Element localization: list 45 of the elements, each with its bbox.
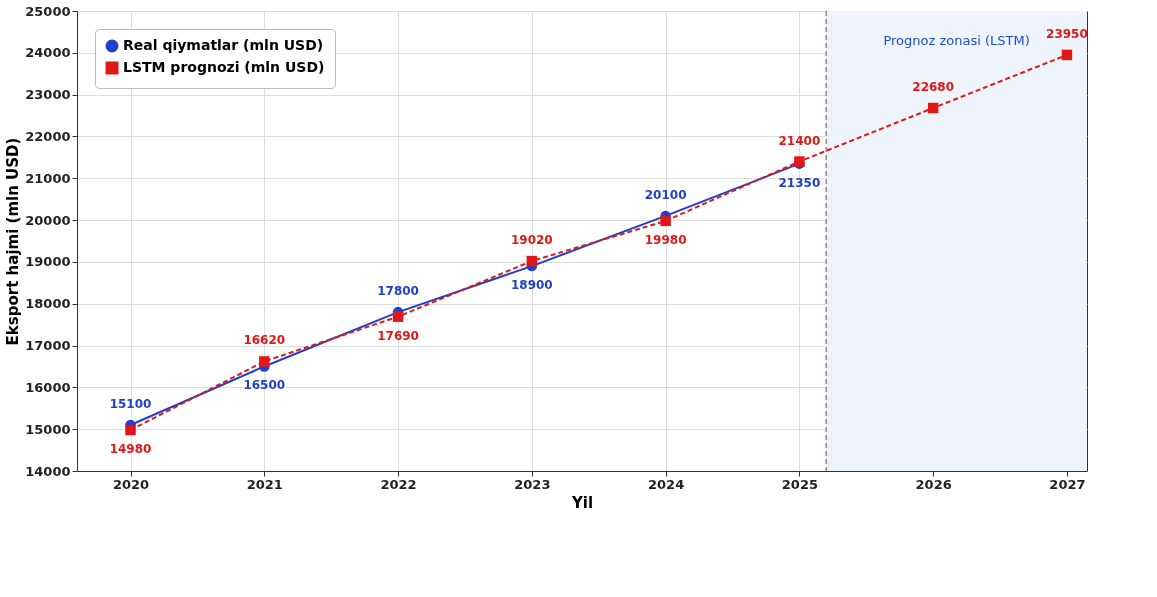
y-tick-label: 20000 (25, 212, 71, 228)
y-tick-label: 24000 (25, 45, 71, 61)
x-tick-label: 2026 (915, 476, 952, 492)
data-label: 21400 (778, 133, 821, 148)
x-axis-title: Yil (570, 493, 594, 512)
y-tick-label: 16000 (25, 379, 71, 395)
data-label: 19020 (510, 233, 553, 248)
legend-label: LSTM prognozi (mln USD) (123, 59, 325, 75)
y-tick-label: 18000 (25, 296, 71, 312)
x-tick-label: 2020 (112, 476, 150, 492)
data-label: 19980 (644, 232, 687, 247)
point (1061, 49, 1073, 61)
data-label: 18900 (510, 278, 553, 293)
data-label: 15100 (109, 397, 152, 411)
data-label: 17690 (377, 328, 419, 343)
data-label: 17800 (377, 284, 419, 299)
data-label: 14980 (109, 442, 152, 457)
point (392, 311, 404, 322)
x-tick-label: 2021 (246, 476, 283, 492)
x-tick-label: 2024 (648, 476, 685, 492)
data-label: 21350 (778, 175, 821, 190)
y-tick-label: 22000 (25, 128, 71, 144)
x-tick-label: 2022 (380, 476, 417, 492)
x-tick-label: 2025 (781, 476, 818, 492)
point (259, 356, 270, 367)
y-tick-label: 14000 (25, 463, 71, 479)
x-tick-label: 2027 (1049, 476, 1086, 492)
y-tick-label: 17000 (25, 338, 71, 354)
y-tick-label: 23000 (25, 87, 71, 103)
legend-label: Real qiymatlar (mln USD) (123, 37, 324, 53)
data-label: 16620 (243, 333, 286, 348)
point (660, 215, 671, 227)
data-label: 16500 (243, 378, 286, 393)
point (526, 255, 538, 267)
y-tick-label: 15000 (25, 421, 71, 437)
x-tick-label: 2023 (514, 476, 551, 492)
y-tick-label: 19000 (25, 254, 71, 270)
point (125, 424, 136, 436)
data-label: 22680 (912, 80, 955, 95)
data-label: 20100 (644, 187, 687, 202)
band-label: Prognoz zonasi (LSTM) (883, 33, 1030, 48)
y-axis-title: Eksport hajmi (mln USD) (4, 137, 23, 346)
y-tick-label: 21000 (25, 170, 71, 186)
y-tick-label: 25000 (25, 3, 71, 19)
point (927, 102, 939, 114)
